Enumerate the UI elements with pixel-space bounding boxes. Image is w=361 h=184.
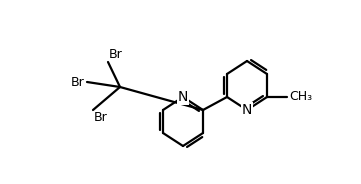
Text: CH₃: CH₃ xyxy=(289,91,312,103)
Text: Br: Br xyxy=(94,111,108,124)
Text: N: N xyxy=(178,90,188,104)
Text: N: N xyxy=(242,103,252,117)
Text: Br: Br xyxy=(109,48,123,61)
Text: Br: Br xyxy=(71,75,85,89)
